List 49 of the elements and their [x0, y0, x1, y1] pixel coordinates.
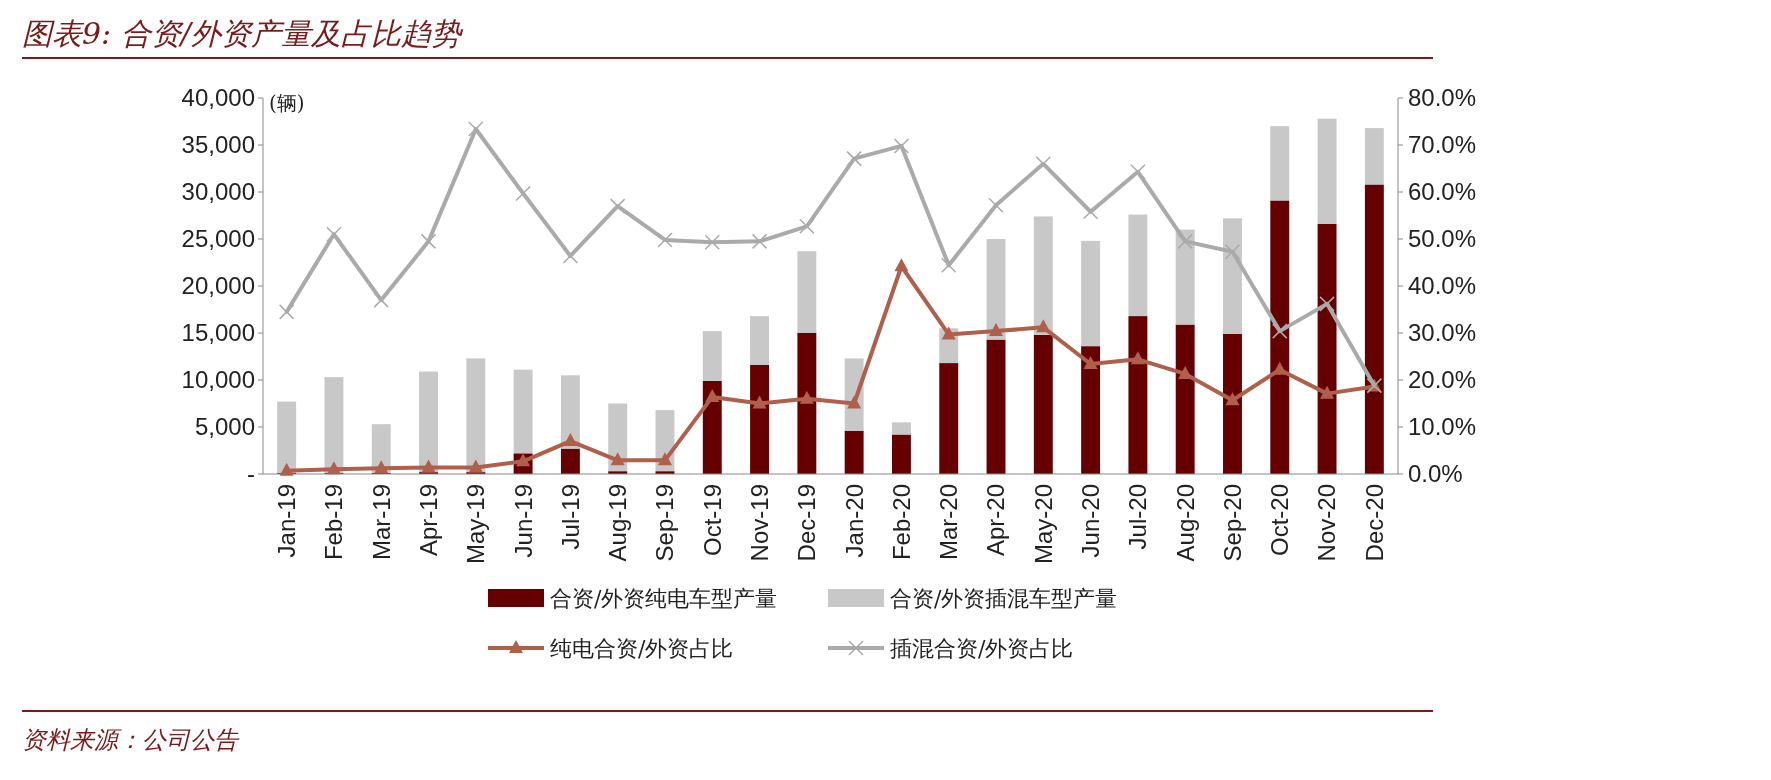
legend-label: 纯电合资/外资占比 — [550, 635, 734, 661]
legend-label: 插混合资/外资占比 — [890, 635, 1074, 661]
y-tick-label: 40,000 — [181, 84, 255, 112]
y2-tick-label: 10.0% — [1408, 413, 1477, 441]
x-tick-label: Sep-19 — [651, 484, 679, 562]
y-tick-label: 15,000 — [181, 319, 255, 347]
x-tick-label: Aug-20 — [1171, 484, 1199, 562]
y-axis-title: (辆) — [269, 91, 305, 115]
y-tick-label: - — [247, 460, 255, 488]
y-tick-label: 20,000 — [181, 272, 255, 300]
x-tick-label: Nov-20 — [1313, 484, 1341, 562]
x-tick-label: Sep-20 — [1218, 484, 1246, 562]
x-tick-label: Aug-19 — [604, 484, 632, 562]
y2-tick-label: 30.0% — [1408, 319, 1477, 347]
y2-tick-label: 0.0% — [1408, 460, 1463, 488]
y2-tick-label: 20.0% — [1408, 366, 1477, 394]
x-tick-label: Apr-20 — [982, 484, 1010, 557]
x-tick-label: May-20 — [1029, 484, 1057, 565]
y-tick-label: 5,000 — [194, 413, 255, 441]
x-tick-label: Jul-19 — [556, 484, 584, 550]
y-tick-label: 10,000 — [181, 366, 255, 394]
x-tick-label: Jul-20 — [1124, 484, 1152, 550]
y-tick-label: 35,000 — [181, 131, 255, 159]
y2-tick-label: 50.0% — [1408, 225, 1477, 253]
legend-label: 合资/外资插混车型产量 — [890, 585, 1118, 611]
x-tick-label: Mar-20 — [935, 484, 963, 561]
x-tick-label: Dec-19 — [793, 484, 821, 562]
x-tick-label: Jun-20 — [1077, 484, 1104, 558]
legend-label: 合资/外资纯电车型产量 — [550, 585, 778, 611]
text: 资料来源：公司公告 — [22, 726, 240, 754]
x-tick-label: Apr-19 — [414, 484, 442, 557]
x-tick-label: Jan-20 — [840, 484, 868, 558]
x-tick-label: Dec-20 — [1360, 484, 1388, 562]
y2-tick-label: 60.0% — [1408, 178, 1477, 206]
x-tick-label: May-19 — [462, 484, 490, 565]
chart-title: 图表9: 合资/外资产量及占比趋势 — [22, 16, 464, 51]
x-tick-label: Oct-19 — [698, 484, 726, 557]
y-tick-label: 25,000 — [181, 225, 255, 253]
x-tick-label: Mar-19 — [367, 484, 395, 561]
y2-tick-label: 70.0% — [1408, 131, 1477, 159]
x-tick-label: Nov-19 — [745, 484, 773, 562]
y2-tick-label: 40.0% — [1408, 272, 1477, 300]
x-tick-label: Feb-20 — [887, 484, 915, 561]
x-tick-label: Jan-19 — [273, 484, 301, 558]
x-tick-label: Jun-19 — [509, 484, 537, 558]
x-tick-label: Feb-19 — [320, 484, 348, 561]
x-tick-label: Oct-20 — [1266, 484, 1294, 557]
y-tick-label: 30,000 — [181, 178, 255, 206]
y2-tick-label: 80.0% — [1408, 84, 1477, 112]
